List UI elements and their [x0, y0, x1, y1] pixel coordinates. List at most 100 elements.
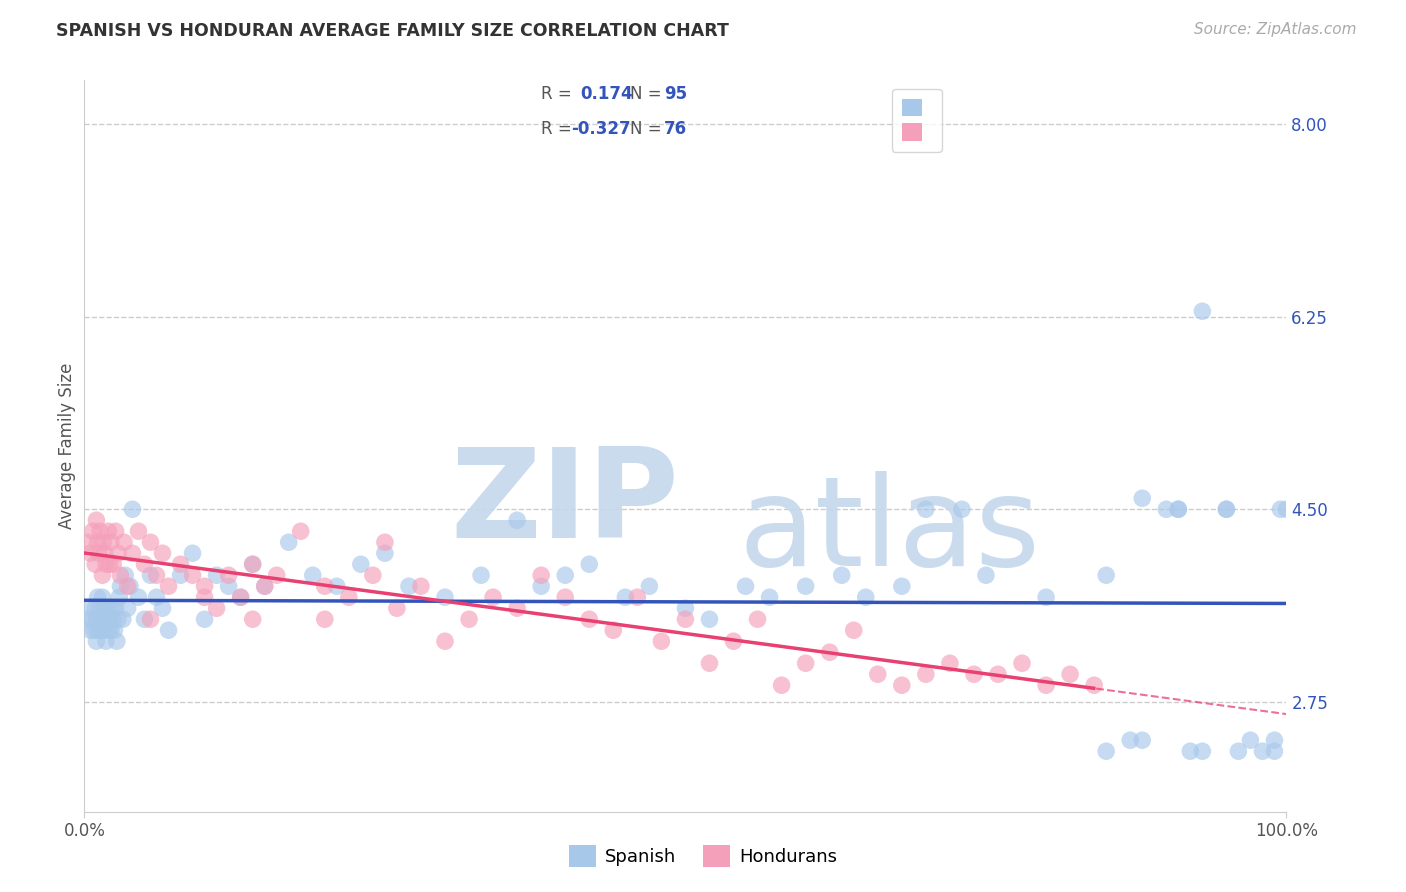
Point	[723, 634, 745, 648]
Point	[77, 612, 100, 626]
Point	[1263, 733, 1285, 747]
Text: ZIP: ZIP	[451, 443, 679, 565]
Point	[94, 601, 117, 615]
Point	[794, 579, 817, 593]
Point	[205, 568, 228, 582]
Point	[82, 612, 104, 626]
Point	[1059, 667, 1081, 681]
Point	[100, 535, 122, 549]
Point	[103, 558, 125, 572]
Point	[134, 612, 156, 626]
Point	[530, 579, 553, 593]
Point	[94, 558, 117, 572]
Point	[79, 624, 101, 638]
Point	[326, 579, 349, 593]
Text: SPANISH VS HONDURAN AVERAGE FAMILY SIZE CORRELATION CHART: SPANISH VS HONDURAN AVERAGE FAMILY SIZE …	[56, 22, 730, 40]
Point	[974, 568, 997, 582]
Point	[181, 546, 204, 560]
Point	[181, 568, 204, 582]
Text: atlas: atlas	[738, 471, 1040, 591]
Point	[866, 667, 889, 681]
Point	[194, 591, 217, 605]
Point	[118, 579, 141, 593]
Point	[1167, 502, 1189, 516]
Point	[110, 579, 132, 593]
Point	[104, 524, 127, 539]
Point	[121, 546, 143, 560]
Point	[97, 601, 120, 615]
Point	[117, 601, 139, 615]
Point	[152, 546, 174, 560]
Text: 76: 76	[664, 120, 686, 138]
Point	[86, 634, 108, 648]
Legend: Spanish, Hondurans: Spanish, Hondurans	[561, 838, 845, 874]
Text: R =: R =	[541, 85, 572, 103]
Point	[218, 568, 240, 582]
Point	[626, 591, 648, 605]
Point	[434, 591, 457, 605]
Point	[266, 568, 288, 582]
Point	[103, 624, 125, 638]
Point	[145, 591, 167, 605]
Point	[1270, 502, 1292, 516]
Text: N =: N =	[630, 85, 661, 103]
Point	[86, 535, 108, 549]
Point	[139, 568, 162, 582]
Point	[1191, 744, 1213, 758]
Point	[1227, 744, 1250, 758]
Point	[101, 601, 124, 615]
Point	[98, 558, 121, 572]
Text: 0.174: 0.174	[581, 85, 633, 103]
Point	[314, 579, 336, 593]
Point	[890, 579, 912, 593]
Point	[169, 568, 191, 582]
Point	[1035, 591, 1057, 605]
Point	[1251, 744, 1274, 758]
Point	[86, 624, 108, 638]
Point	[110, 568, 132, 582]
Point	[842, 624, 865, 638]
Point	[93, 624, 115, 638]
Point	[506, 601, 529, 615]
Point	[1095, 568, 1118, 582]
Point	[578, 558, 600, 572]
Point	[963, 667, 986, 681]
Point	[458, 612, 481, 626]
Text: R =: R =	[541, 120, 572, 138]
Point	[139, 612, 162, 626]
Legend: , : ,	[891, 88, 942, 152]
Point	[855, 591, 877, 605]
Point	[242, 558, 264, 572]
Point	[90, 624, 112, 638]
Point	[117, 579, 139, 593]
Point	[91, 568, 114, 582]
Point	[194, 612, 217, 626]
Point	[675, 612, 697, 626]
Point	[915, 502, 938, 516]
Point	[699, 612, 721, 626]
Y-axis label: Average Family Size: Average Family Size	[58, 363, 76, 529]
Point	[194, 579, 217, 593]
Point	[1156, 502, 1178, 516]
Point	[112, 535, 135, 549]
Point	[915, 667, 938, 681]
Point	[385, 601, 408, 615]
Point	[103, 612, 125, 626]
Point	[96, 612, 118, 626]
Point	[98, 612, 121, 626]
Point	[434, 634, 457, 648]
Point	[242, 558, 264, 572]
Point	[277, 535, 299, 549]
Point	[374, 535, 396, 549]
Point	[470, 568, 492, 582]
Point	[114, 568, 136, 582]
Point	[253, 579, 276, 593]
Point	[87, 546, 110, 560]
Point	[86, 591, 108, 605]
Point	[97, 624, 120, 638]
Point	[1119, 733, 1142, 747]
Point	[121, 502, 143, 516]
Point	[134, 558, 156, 572]
Point	[1180, 744, 1202, 758]
Point	[94, 546, 117, 560]
